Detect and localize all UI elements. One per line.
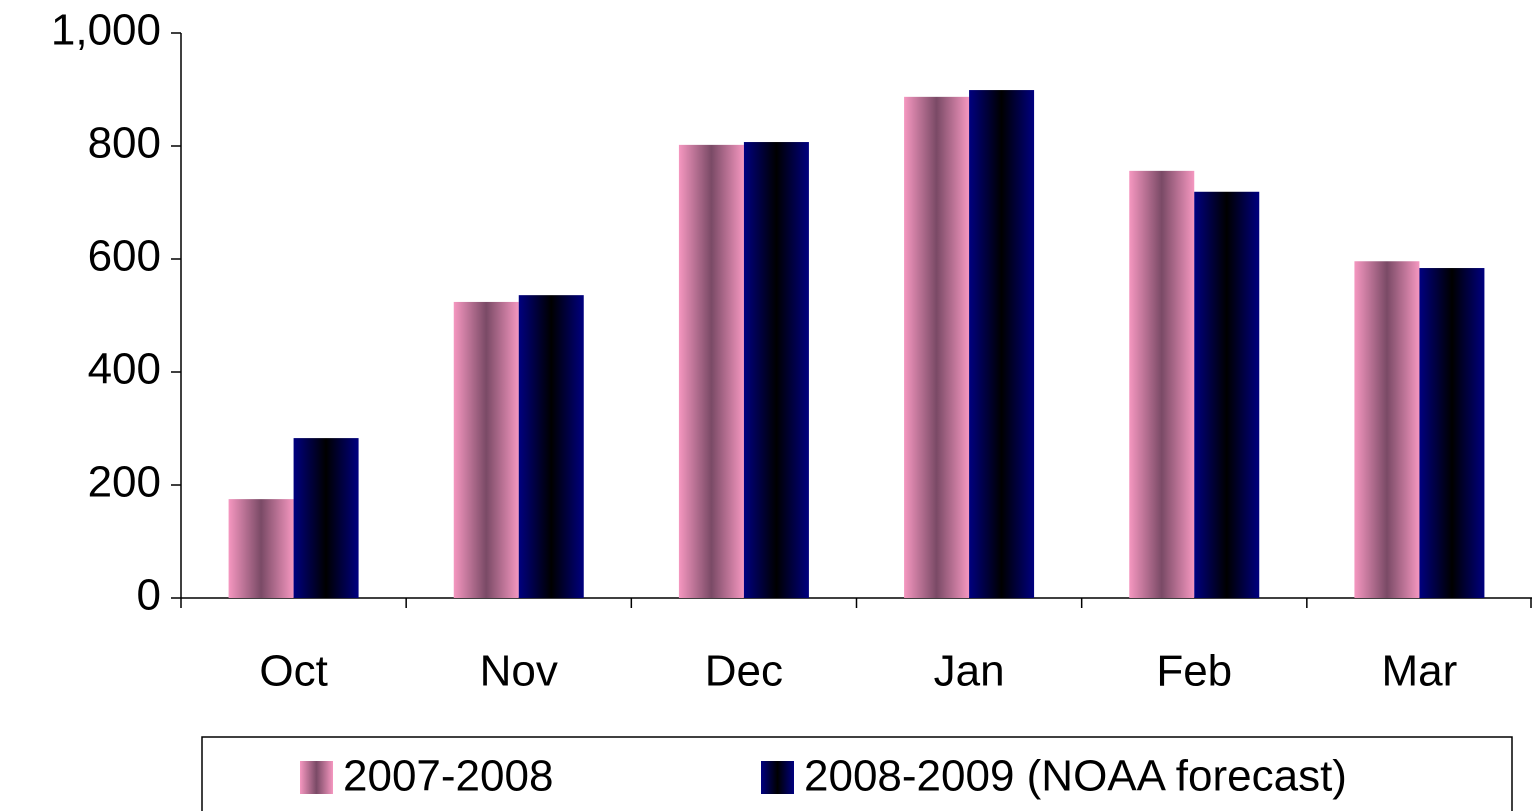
y-tick-label: 800 <box>88 119 161 168</box>
bar <box>743 142 809 599</box>
bar <box>518 295 584 598</box>
x-tick-label: Mar <box>1382 647 1458 696</box>
y-tick-label: 200 <box>88 458 161 507</box>
x-tick-label: Dec <box>705 647 783 696</box>
bar <box>1354 261 1420 598</box>
y-tick-label: 600 <box>88 232 161 281</box>
x-tick-label: Oct <box>259 647 327 696</box>
bar <box>1419 268 1485 598</box>
legend-swatch <box>761 761 794 794</box>
y-tick-label: 1,000 <box>51 6 161 55</box>
bar <box>969 90 1035 598</box>
legend-label: 2008-2009 (NOAA forecast) <box>804 752 1347 801</box>
bar <box>678 144 744 598</box>
y-tick-label: 400 <box>88 345 161 394</box>
x-tick-label: Feb <box>1156 647 1232 696</box>
x-tick-label: Jan <box>934 647 1005 696</box>
bar <box>904 96 970 598</box>
legend-box <box>201 736 1513 811</box>
bar <box>228 499 294 598</box>
bar <box>1194 191 1260 598</box>
y-tick-label: 0 <box>137 571 161 620</box>
bar <box>453 301 519 598</box>
bar <box>293 438 359 598</box>
x-tick-label: Nov <box>480 647 558 696</box>
legend-label: 2007-2008 <box>343 752 553 801</box>
bar <box>1129 170 1195 599</box>
legend-swatch <box>300 761 333 794</box>
